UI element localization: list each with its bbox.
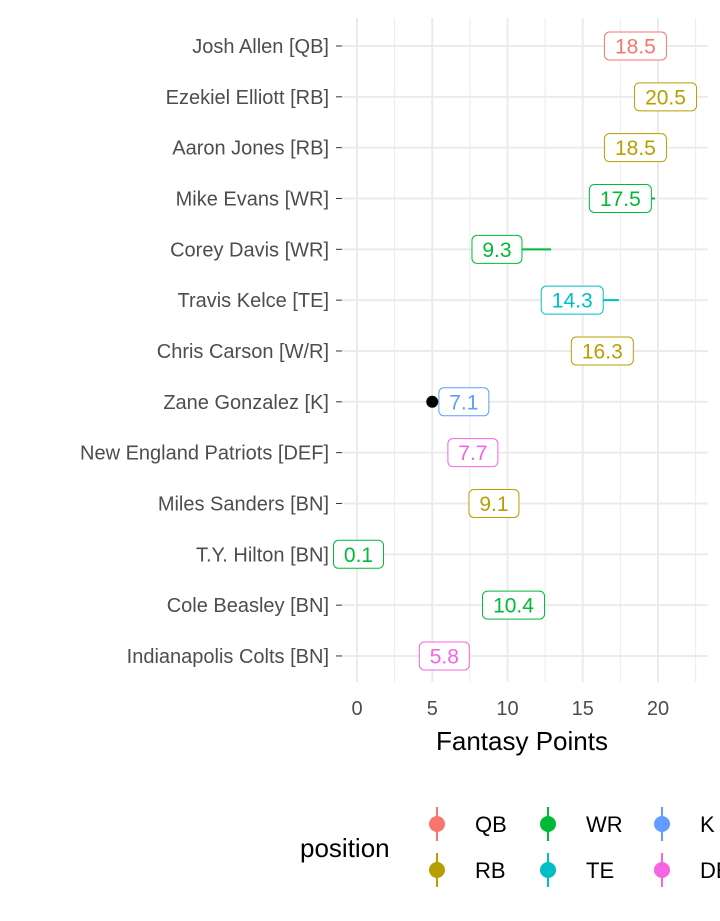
- data-labels: 18.5 20.5 18.5 17.5 9.3 14.3 16.3 7.1 7.7 9.1 0.1 1…: [333, 31, 698, 671]
- x-tick-label: 15: [572, 698, 594, 720]
- data-label: 20.5: [634, 82, 698, 112]
- data-label-box: [468, 488, 520, 518]
- data-label-text: 9.3: [482, 239, 511, 262]
- data-label: 17.5: [588, 183, 652, 213]
- point-marker: [426, 395, 439, 408]
- legend-label: K: [700, 812, 715, 837]
- y-tick-label: Corey Davis [WR]: [170, 239, 329, 261]
- x-tick-label: 5: [427, 698, 438, 720]
- x-axis-title: Fantasy Points: [436, 726, 608, 756]
- data-label-box: [570, 336, 634, 366]
- y-tick-label: Travis Kelce [TE]: [177, 290, 329, 312]
- data-label: 9.3: [471, 234, 523, 264]
- data-label: 10.4: [482, 590, 546, 620]
- data-label-text: 20.5: [645, 86, 686, 109]
- data-label-text: 14.3: [552, 290, 593, 313]
- y-tick-label: Miles Sanders [BN]: [158, 493, 329, 515]
- data-label: 7.7: [447, 438, 499, 468]
- data-label-text: 7.1: [449, 391, 478, 414]
- data-label-box: [603, 31, 667, 61]
- legend-item: K: [654, 807, 715, 841]
- data-label-text: 5.8: [430, 645, 459, 668]
- legend-key-point: [540, 862, 556, 878]
- data-label-box: [603, 133, 667, 163]
- y-tick-label: T.Y. Hilton [BN]: [196, 544, 329, 566]
- data-label: 9.1: [468, 488, 520, 518]
- y-tick-label: Mike Evans [WR]: [176, 188, 329, 210]
- legend-item: WR: [540, 807, 623, 841]
- data-label-box: [634, 82, 698, 112]
- y-tick-label: Ezekiel Elliott [RB]: [166, 87, 329, 109]
- data-label-box: [438, 387, 490, 417]
- legend-item: QB: [429, 807, 507, 841]
- data-label-text: 18.5: [615, 137, 656, 160]
- y-tick-label: Indianapolis Colts [BN]: [127, 646, 329, 668]
- legend-label: TE: [586, 858, 614, 883]
- data-label-text: 9.1: [479, 493, 508, 516]
- legend-item: RB: [429, 853, 506, 887]
- data-label: 18.5: [603, 31, 667, 61]
- y-tick-label: Aaron Jones [RB]: [172, 138, 329, 160]
- legend-label: DEF: [700, 858, 720, 883]
- data-label-text: 10.4: [493, 595, 534, 618]
- data-label-text: 7.7: [458, 442, 487, 465]
- data-label-text: 16.3: [582, 340, 623, 363]
- data-label: 14.3: [540, 285, 604, 315]
- y-tick-label: Chris Carson [W/R]: [157, 341, 329, 363]
- data-label-text: 17.5: [600, 188, 641, 211]
- x-tick-label: 0: [351, 698, 362, 720]
- data-label: 18.5: [603, 133, 667, 163]
- legend-item: DEF: [654, 853, 720, 887]
- data-label-box: [588, 183, 652, 213]
- data-label-box: [447, 438, 499, 468]
- legend-item: TE: [540, 853, 614, 887]
- data-label-box: [333, 539, 385, 569]
- data-label: 0.1: [333, 539, 385, 569]
- legend-key-point: [429, 816, 445, 832]
- legend-label: RB: [475, 858, 506, 883]
- data-label-text: 0.1: [344, 544, 373, 567]
- y-tick-label: New England Patriots [DEF]: [80, 443, 329, 465]
- x-axis-labels: 0 5 10 15 20: [351, 698, 669, 720]
- legend-label: WR: [586, 812, 623, 837]
- data-label-box: [471, 234, 523, 264]
- legend-label: QB: [475, 812, 507, 837]
- y-axis-labels: Josh Allen [QB] Ezekiel Elliott [RB] Aaron…: [80, 36, 342, 668]
- point-markers: [426, 395, 439, 408]
- y-tick-label: Cole Beasley [BN]: [167, 595, 329, 617]
- data-label-box: [482, 590, 546, 620]
- legend-key-point: [654, 862, 670, 878]
- data-label-box: [540, 285, 604, 315]
- legend-key-point: [429, 862, 445, 878]
- data-label: 7.1: [438, 387, 490, 417]
- legend-title: position: [300, 833, 390, 863]
- y-tick-label: Zane Gonzalez [K]: [163, 392, 329, 414]
- data-label: 5.8: [418, 641, 470, 671]
- data-label-text: 18.5: [615, 36, 656, 59]
- x-tick-label: 10: [496, 698, 518, 720]
- legend-key-point: [540, 816, 556, 832]
- data-label: 16.3: [570, 336, 634, 366]
- legend: position QB RB WR TE K DEF: [300, 807, 720, 887]
- data-label-box: [418, 641, 470, 671]
- x-tick-label: 20: [647, 698, 669, 720]
- legend-key-point: [654, 816, 670, 832]
- y-tick-label: Josh Allen [QB]: [192, 36, 329, 58]
